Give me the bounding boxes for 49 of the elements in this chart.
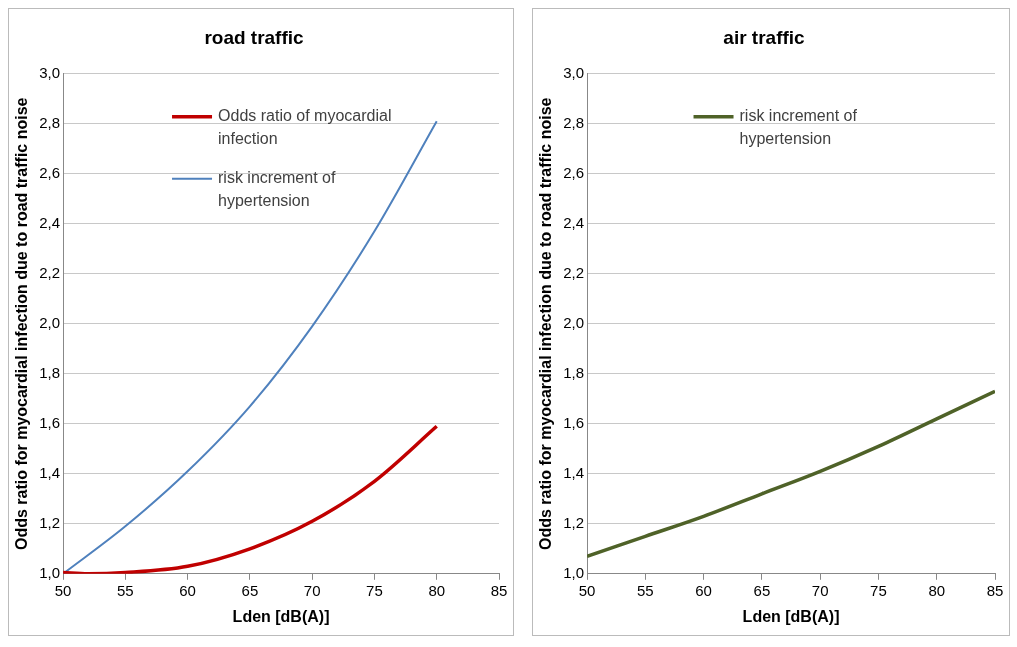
y-tick-label: 2,0	[39, 313, 61, 331]
y-tick-label: 1,2	[39, 513, 61, 531]
legend-label: risk increment of hypertension	[739, 107, 858, 148]
y-tick-label: 2,0	[563, 313, 585, 331]
y-tick-label: 2,8	[39, 113, 61, 131]
y-tick-label: 1,4	[563, 463, 585, 481]
x-tick-label: 60	[179, 581, 196, 599]
y-tick-label: 2,6	[563, 163, 585, 181]
x-tick-label: 65	[753, 581, 771, 599]
line-series	[63, 424, 439, 574]
x-axis-title: Lden [dB(A)]	[742, 607, 840, 625]
y-tick-label: 1,2	[563, 513, 585, 531]
x-tick-label: 50	[578, 581, 596, 599]
x-tick-label: 75	[870, 581, 887, 599]
y-tick-label: 1,4	[39, 463, 61, 481]
y-tick-label: 1,8	[39, 363, 61, 381]
y-tick-label: 2,6	[39, 163, 61, 181]
y-tick-label: 1,6	[39, 413, 61, 431]
x-tick-label: 65	[241, 581, 259, 599]
y-tick-label: 2,4	[563, 213, 585, 231]
x-tick-label: 85	[986, 581, 1004, 599]
legend-label: Odds ratio of myocardial infection	[218, 107, 392, 148]
x-tick-label: 50	[54, 581, 72, 599]
y-tick-label: 2,4	[39, 213, 61, 231]
chart-title: air traffic	[723, 26, 806, 48]
y-tick-label: 2,8	[563, 113, 585, 131]
x-tick-label: 70	[811, 581, 829, 599]
x-tick-label: 85	[490, 581, 508, 599]
x-tick-label: 55	[636, 581, 654, 599]
y-tick-label: 3,0	[39, 63, 61, 81]
y-tick-label: 1,6	[563, 413, 585, 431]
x-tick-label: 55	[116, 581, 134, 599]
x-axis-title: Lden [dB(A)]	[232, 607, 330, 625]
y-tick-label: 1,0	[39, 563, 61, 581]
x-tick-label: 80	[428, 581, 446, 599]
x-tick-label: 75	[366, 581, 383, 599]
x-tick-label: 60	[695, 581, 712, 599]
line-series	[587, 389, 995, 559]
y-tick-label: 3,0	[563, 63, 585, 81]
y-tick-label: 1,8	[563, 363, 585, 381]
y-tick-label: 2,2	[563, 263, 585, 281]
y-axis-title: Odds ratio for myocardial infection due to road traffic noise	[537, 97, 555, 551]
y-axis-title: Odds ratio for myocardial infection due to road traffic noise	[13, 97, 31, 551]
legend-label: risk increment of hypertension	[218, 169, 336, 210]
y-tick-label: 1,0	[563, 563, 585, 581]
y-tick-label: 2,2	[39, 263, 61, 281]
x-tick-label: 70	[303, 581, 321, 599]
chart-title: road traffic	[204, 26, 305, 48]
x-tick-label: 80	[928, 581, 946, 599]
